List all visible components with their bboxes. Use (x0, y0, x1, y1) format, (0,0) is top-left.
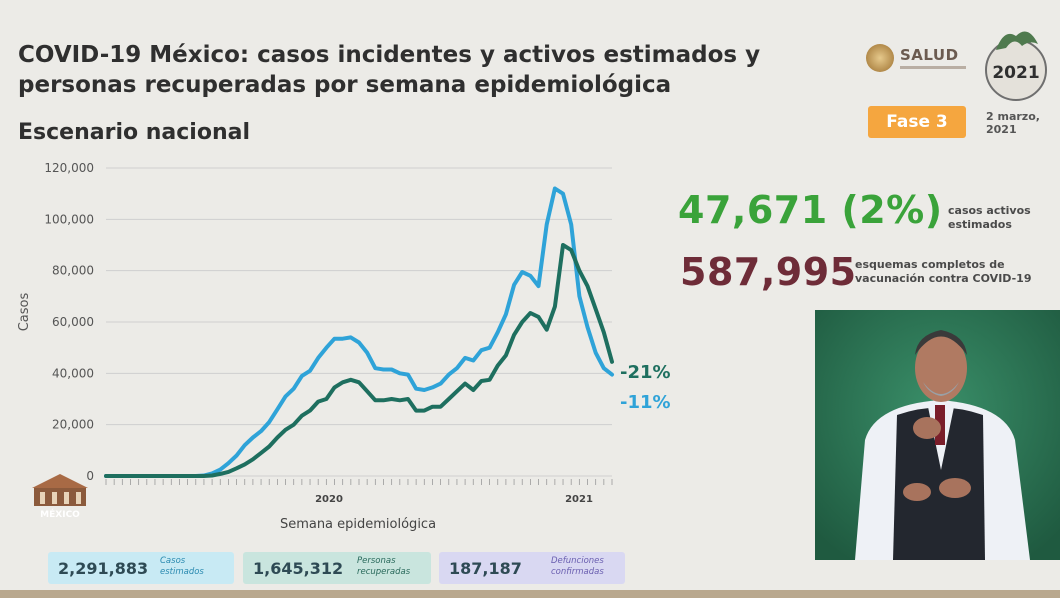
bottom-strip (0, 590, 1060, 598)
total-recuperados-pill: 1,645,312 Personas recuperadas (243, 552, 431, 584)
y-axis-label: Casos (17, 293, 32, 332)
building-icon (32, 474, 88, 506)
logo-2021-text: 2021 (992, 63, 1039, 83)
x-axis-label: Semana epidemiológica (280, 517, 436, 532)
salud-logo: SALUD (866, 44, 970, 78)
y-tick-label: 60,000 (52, 315, 94, 329)
series-line-0 (104, 186, 614, 478)
gobierno-de-mexico-logo: MÉXICO (28, 470, 92, 530)
year-label-2020: 2020 (315, 494, 343, 505)
recuperados-total-value: 1,645,312 (253, 559, 344, 578)
report-date-line2: 2021 (986, 123, 1017, 136)
total-defunciones-pill: 187,187 Defunciones confirmadas (439, 552, 625, 584)
y-tick-label: 80,000 (52, 264, 94, 278)
anniversary-2021-logo: 2021 (985, 31, 1047, 101)
defunciones-total-value: 187,187 (449, 559, 522, 578)
vaccination-label: esquemas completos de vacunación contra … (855, 258, 1032, 285)
salud-logo-text: SALUD (900, 46, 959, 64)
series-end-label-1: -21% (620, 362, 671, 383)
y-tick-label: 20,000 (52, 418, 94, 432)
page-title: COVID-19 México: casos incidentes y acti… (18, 42, 761, 98)
cases-line-chart: 0 20,000 40,000 60,000 80,000 100,000 120,000 C… (17, 161, 671, 532)
vaccination-value: 587,995 (680, 250, 857, 294)
salud-emblem-icon (866, 44, 894, 72)
series-line-1 (104, 243, 614, 478)
scenario-subtitle: Escenario nacional (18, 120, 251, 145)
y-tick-label: 0 (86, 469, 94, 483)
total-casos-pill: 2,291,883 Casos estimados (48, 552, 234, 584)
casos-total-value: 2,291,883 (58, 559, 149, 578)
recuperados-total-label: Personas recuperadas (357, 556, 411, 577)
sign-language-interpreter-video (815, 310, 1060, 560)
gov-logo-text: MÉXICO (40, 510, 80, 520)
casos-total-label: Casos estimados (160, 556, 204, 577)
y-tick-label: 40,000 (52, 366, 94, 380)
active-cases-value: 47,671 (2%) (678, 188, 943, 232)
y-tick-label: 100,000 (44, 212, 94, 226)
series-end-label-0: -11% (620, 392, 671, 413)
active-cases-label: casos activos estimados (948, 204, 1031, 231)
year-label-2021: 2021 (565, 494, 593, 505)
y-tick-label: 120,000 (44, 161, 94, 175)
phase-badge: Fase 3 (868, 106, 966, 138)
report-date: 2 marzo, 2021 (986, 110, 1046, 136)
defunciones-total-label: Defunciones confirmadas (551, 556, 604, 577)
report-date-line1: 2 marzo, (986, 110, 1040, 123)
